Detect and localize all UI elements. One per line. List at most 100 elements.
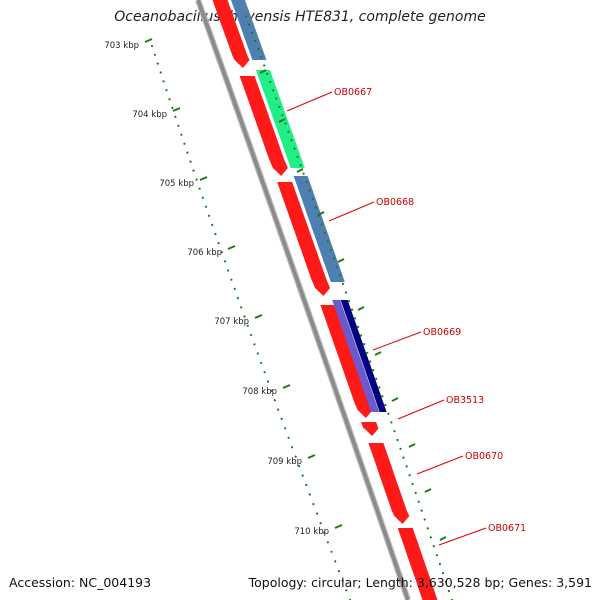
ruler-dot [195, 178, 198, 181]
ruler-dot [266, 72, 269, 75]
ruler-tick [296, 168, 304, 173]
ruler-dot [278, 105, 281, 108]
ruler-dot [174, 115, 177, 118]
ruler-dot [257, 48, 260, 51]
ruler-label: 708 kbp [242, 387, 277, 397]
ruler-dot [411, 482, 414, 486]
ruler-dot [335, 265, 338, 268]
ruler-dot [396, 438, 399, 442]
ruler-tick [337, 258, 345, 263]
ruler-dot [341, 579, 344, 582]
ruler-dot [320, 223, 323, 226]
ruler-dot [438, 563, 441, 566]
ruler-dot [423, 518, 426, 521]
ruler-dot [347, 300, 351, 303]
ruler-label: 705 kbp [159, 179, 194, 189]
category-band-green [256, 70, 305, 168]
ruler-dot [375, 377, 378, 380]
ruler-tick [439, 536, 447, 541]
ruler-label: 707 kbp [214, 317, 249, 327]
ruler-dot [211, 223, 214, 226]
ruler-dot [429, 536, 432, 539]
ruler-dot [273, 399, 276, 402]
ruler-dot [326, 240, 329, 243]
ruler-dot [230, 278, 233, 281]
ruler-dot [192, 169, 195, 172]
ruler-dot [408, 474, 411, 477]
category-band-navy [340, 300, 387, 412]
cds-arrow [361, 422, 379, 436]
gene-leader-line [286, 91, 333, 112]
ruler-dot [233, 287, 236, 290]
ruler-dot [405, 465, 408, 468]
ruler-dot [220, 251, 223, 254]
ruler-dot [302, 172, 305, 175]
ruler-dot [198, 187, 201, 190]
accession-text: Accession: NC_004193 [9, 575, 152, 590]
ruler-dot [260, 361, 263, 364]
ruler-dot [290, 139, 293, 142]
ruler-dot [256, 352, 259, 355]
ruler-dot [369, 360, 372, 363]
gene-label: OB3513 [446, 395, 484, 406]
gene-leader-line [438, 527, 487, 546]
ruler-dot [186, 151, 189, 154]
ruler-tick [144, 38, 153, 43]
ruler-dot [360, 334, 363, 337]
ruler-dot [248, 23, 251, 26]
ruler-dot [189, 160, 192, 163]
ruler-dot [326, 541, 329, 544]
ruler-dot [287, 130, 290, 133]
ruler-dot [162, 80, 165, 83]
ruler-dot [168, 98, 171, 101]
ruler-dot [384, 403, 387, 407]
ruler-dot [308, 493, 311, 496]
ruler-tick [172, 107, 181, 112]
ruler-dot [417, 500, 420, 503]
ruler-dot [351, 308, 354, 311]
ruler-tick [374, 351, 382, 356]
ruler-dot [357, 325, 360, 328]
gene-leader-line [416, 455, 464, 475]
ruler-dot [227, 269, 230, 272]
ruler-label: 704 kbp [132, 110, 167, 120]
gene-label: OB0671 [488, 523, 526, 534]
ruler-dot [323, 231, 326, 234]
gene-leader-line [397, 399, 445, 420]
ruler-tick [227, 245, 236, 250]
ruler-dot [298, 465, 301, 468]
ruler-dot [280, 417, 283, 420]
ruler-dot [393, 430, 396, 433]
ruler-dot [399, 447, 402, 450]
ruler-dot [354, 317, 357, 320]
backbone [196, 0, 410, 600]
ruler-tick [254, 314, 263, 319]
ruler-label: 709 kbp [267, 457, 302, 467]
ruler-dot [444, 580, 447, 584]
ruler-dot [332, 257, 335, 260]
ruler-dot [308, 189, 311, 192]
gene-label: OB0668 [376, 197, 414, 208]
gene-label: OB0670 [465, 451, 503, 462]
ruler-dot [223, 260, 227, 263]
ruler-dot [253, 343, 256, 346]
ruler-dot [204, 205, 207, 208]
ruler-dot [387, 412, 390, 415]
ruler-dot [177, 124, 180, 127]
cds-arrow [277, 182, 331, 296]
ruler-tick [199, 176, 208, 181]
cds-arrow [368, 443, 410, 524]
ruler-dot [402, 456, 405, 459]
ruler-dot [344, 291, 348, 294]
ruler-tick [408, 443, 416, 448]
ruler-dot [272, 89, 275, 92]
ruler-tick [307, 454, 316, 459]
ruler-dot [378, 386, 381, 389]
ruler-dot [263, 371, 266, 374]
gene-leader-line [328, 201, 375, 222]
ruler-dot [269, 80, 272, 84]
ruler-tick [259, 69, 267, 74]
ruler-dot [208, 214, 211, 217]
ruler-dot [312, 503, 315, 506]
